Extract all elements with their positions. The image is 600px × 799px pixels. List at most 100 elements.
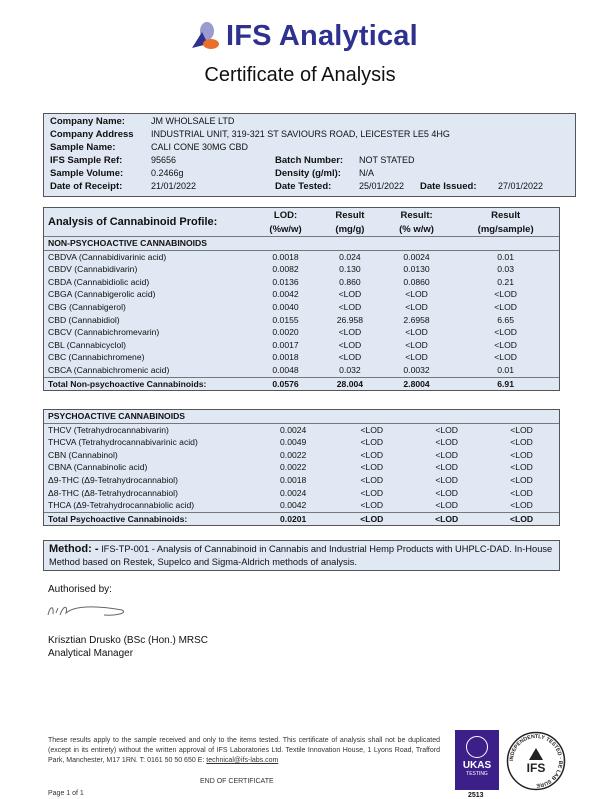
cell-value: 0.0155 [272, 314, 299, 325]
cell-value: 0.03 [497, 264, 514, 275]
ifs-tested-badge: INDEPENDENTLY TESTED · BE LAB SURE IFS [506, 731, 566, 791]
cell-value: <LOD [510, 500, 533, 511]
cell-value: <LOD [338, 352, 362, 363]
company-address: INDUSTRIAL UNIT, 319-321 ST SAVIOURS ROA… [151, 129, 450, 139]
table-row: CBDVA (Cannabidivarinic acid) 0.0018 0.024… [44, 250, 559, 263]
cannabinoid-name: THCV (Tetrahydrocannabivarin) [48, 424, 169, 435]
footer-disclaimer: These results apply to the sample receiv… [48, 736, 440, 766]
cell-value: 6.65 [497, 314, 514, 325]
ukas-text: UKAS [462, 760, 492, 771]
cannabinoid-name: CBDVA (Cannabidivarinic acid) [48, 251, 167, 262]
cell-value: <LOD [405, 301, 428, 312]
cell-value: 26.958 [336, 314, 364, 325]
cannabinoid-name: Δ8-THC (Δ8-Tetrahydrocannabiol) [48, 487, 178, 498]
cell-value: 0.0130 [403, 264, 430, 275]
non-psychoactive-table: Analysis of Cannabinoid Profile: LOD: Res… [43, 207, 560, 392]
cell-value: 0.0022 [280, 449, 307, 460]
cell-value: <LOD [494, 352, 517, 363]
density: N/A [359, 168, 375, 178]
tested-label: Date Tested: [275, 181, 332, 192]
col-unit: (% w/w) [399, 223, 434, 235]
table-row: Δ9-THC (Δ9-Tetrahydrocannabiol) 0.0018 <LO… [44, 474, 559, 487]
cannabinoid-name: Δ9-THC (Δ9-Tetrahydrocannabiol) [48, 474, 178, 485]
total-value: 2.8004 [380, 376, 453, 391]
table-row: CBCA (Cannabichromenic acid) 0.0048 0.032 0… [44, 364, 559, 377]
email-link[interactable]: technical@ifs-labs.com [206, 757, 279, 764]
cell-value: <LOD [435, 424, 459, 435]
table-row: CBL (Cannabicyclol) 0.0017 <LOD <LOD <LOD [44, 339, 559, 352]
date-tested: 25/01/2022 [359, 181, 405, 191]
sample-name-label: Sample Name: [50, 142, 116, 153]
cell-value: 0.0020 [272, 327, 299, 338]
cell-value: 0.21 [497, 276, 514, 287]
cell-value: <LOD [360, 437, 384, 448]
receipt-label: Date of Receipt: [50, 181, 123, 192]
sample-info-box: Company Name: JM WHOLSALE LTD Company Ad… [43, 113, 576, 197]
density-label: Density (g/ml): [275, 168, 341, 179]
brand-name: IFS Analytical [226, 19, 418, 52]
cell-value: <LOD [510, 424, 533, 435]
total-value: 6.91 [452, 376, 559, 391]
cannabinoid-name: CBNA (Cannabinolic acid) [48, 462, 148, 473]
cell-value: <LOD [435, 449, 459, 460]
page-title: Certificate of Analysis [204, 64, 396, 86]
ukas-number: 2513 [468, 792, 484, 799]
cell-value: <LOD [338, 339, 362, 350]
cell-value: 0.0136 [272, 276, 299, 287]
ifs-logo-icon [192, 22, 219, 49]
total-value: 0.0576 [252, 376, 320, 391]
table-row: CBC (Cannabichromene) 0.0018 <LOD <LOD <LOD [44, 351, 559, 364]
cell-value: 0.0018 [280, 474, 307, 485]
ifs-badge-icon [529, 748, 543, 760]
cell-value: <LOD [510, 474, 533, 485]
total-value: 0.0201 [252, 511, 335, 526]
cell-value: <LOD [338, 327, 362, 338]
table-row: CBG (Cannabigerol) 0.0040 <LOD <LOD <LOD [44, 301, 559, 314]
cannabinoid-name: THCA (Δ9-Tetrahydrocannabiolic acid) [48, 500, 195, 511]
cell-value: <LOD [360, 424, 384, 435]
cell-value: 0.0048 [272, 364, 299, 375]
total-label: Total Psychoactive Cannabinoids: [44, 511, 252, 526]
ukas-crown-icon [466, 736, 488, 758]
page-number: Page 1 of 1 [48, 790, 84, 797]
cannabinoid-name: CBD (Cannabidiol) [48, 314, 120, 325]
col-header: Result: [400, 209, 433, 221]
cell-value: 0.0042 [272, 289, 299, 300]
col-unit: (mg/g) [335, 223, 365, 235]
cannabinoid-name: CBCV (Cannabichromevarin) [48, 327, 160, 338]
col-unit: (mg/sample) [477, 223, 534, 235]
total-value: 28.004 [319, 376, 381, 391]
cell-value: 0.0860 [403, 276, 430, 287]
profile-title: Analysis of Cannabinoid Profile: [48, 215, 218, 228]
cannabinoid-name: THCVA (Tetrahydrocannabivarinic acid) [48, 437, 198, 448]
method-label: Method: - [49, 543, 99, 555]
table-row: THCVA (Tetrahydrocannabivarinic acid) 0.0… [44, 436, 559, 449]
table-row: CBCV (Cannabichromevarin) 0.0020 <LOD <LOD <… [44, 326, 559, 339]
cell-value: <LOD [405, 327, 428, 338]
cell-value: <LOD [405, 289, 428, 300]
cell-value: 0.0024 [280, 424, 307, 435]
ifs-badge-text: IFS [527, 761, 546, 775]
total-value: <LOD [334, 511, 410, 526]
cannabinoid-name: CBG (Cannabigerol) [48, 301, 126, 312]
cell-value: <LOD [435, 500, 459, 511]
cell-value: <LOD [494, 289, 517, 300]
cannabinoid-name: CBDV (Cannabidivarin) [48, 264, 138, 275]
cell-value: <LOD [360, 474, 384, 485]
batch-label: Batch Number: [275, 155, 344, 166]
section-heading: NON-PSYCHOACTIVE CANNABINOIDS [44, 236, 559, 251]
cell-value: 0.01 [497, 364, 514, 375]
cell-value: 0.0024 [403, 251, 430, 262]
method-text: IFS-TP-001 - Analysis of Cannabinoid in … [49, 544, 553, 567]
sample-volume: 0.2466g [151, 168, 184, 178]
cannabinoid-name: CBDA (Cannabidiolic acid) [48, 276, 150, 287]
table-row: CBD (Cannabidiol) 0.0155 26.958 2.6958 6.65 [44, 314, 559, 327]
total-label: Total Non-psychoactive Cannabinoids: [44, 376, 252, 391]
cell-value: 0.0042 [280, 500, 307, 511]
cannabinoid-name: CBN (Cannabinol) [48, 449, 118, 460]
ifs-logo: IFS Analytical [190, 18, 418, 54]
cell-value: <LOD [494, 327, 517, 338]
cell-value: <LOD [510, 487, 533, 498]
company-name-label: Company Name: [50, 116, 125, 127]
